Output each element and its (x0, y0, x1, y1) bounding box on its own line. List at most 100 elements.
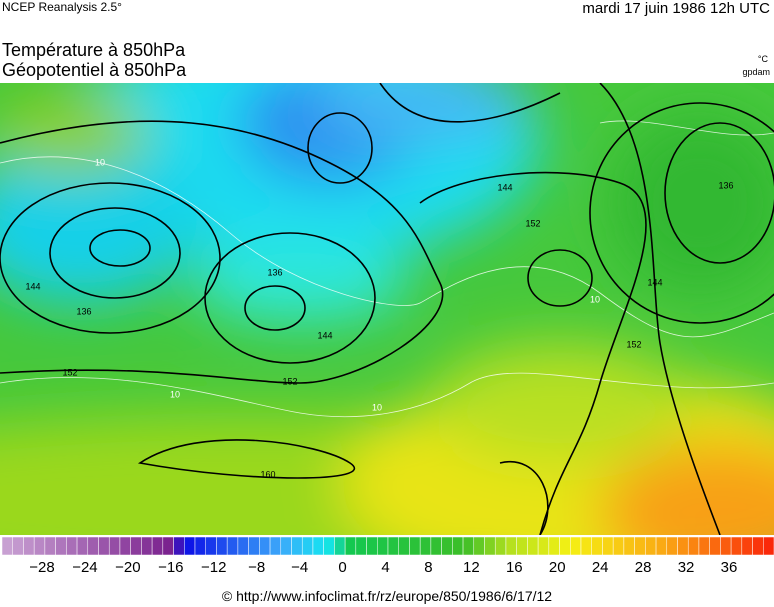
colorbar-swatch (1, 536, 13, 556)
colorbar-swatch (344, 536, 357, 556)
colorbar-swatch (237, 536, 249, 556)
colorbar-swatch (76, 536, 89, 556)
contour-label: 152 (626, 339, 641, 349)
colorbar-swatch (248, 536, 260, 556)
colorbar-swatch (687, 536, 700, 556)
colorbar-tick-label: −4 (291, 559, 308, 576)
title: Géopotentiel à 850hPa (2, 60, 187, 80)
colorbar-swatch (452, 536, 464, 556)
colorbar-swatch (430, 536, 442, 556)
colorbar-swatch (33, 536, 46, 556)
unit: gpdam (742, 67, 770, 77)
contour-label: 152 (62, 367, 77, 377)
temperature-field (0, 83, 774, 535)
isotherms (0, 120, 774, 418)
colorbar-swatch (205, 536, 217, 556)
colorbar-swatch (634, 536, 646, 556)
colorbar-swatch (741, 536, 753, 556)
colorbar-swatch (645, 536, 657, 556)
source: NCEP Reanalysis 2.5° (2, 0, 122, 14)
colorbar-swatch (516, 536, 528, 556)
colorbar-tick-label: 28 (635, 559, 652, 576)
footer: © http://www.infoclimat.fr/rz/europe/850… (221, 588, 553, 604)
colorbar-swatch (409, 536, 421, 556)
colorbar-swatch (98, 536, 110, 556)
colorbar-swatch (580, 536, 592, 556)
colorbar-swatch (323, 536, 335, 556)
colorbar-swatch (226, 536, 239, 556)
colorbar-swatch (301, 536, 314, 556)
contour-label: 144 (497, 182, 512, 192)
contour-label: 144 (317, 330, 332, 340)
contour-label: 136 (718, 180, 733, 190)
colorbar-swatch (473, 536, 485, 556)
contour-label: 152 (525, 218, 540, 228)
colorbar-swatch (184, 536, 196, 556)
colorbar-swatch (194, 536, 206, 556)
colorbar-tick-label: −8 (248, 559, 265, 576)
colorbar-swatch (23, 536, 35, 556)
colorbar-swatch (763, 536, 774, 556)
contour-label: 10 (372, 402, 382, 412)
colorbar-swatch (291, 536, 303, 556)
colorbar-swatch (537, 536, 550, 556)
geopotential-contours (0, 83, 774, 535)
colorbar-swatch (216, 536, 228, 556)
colorbar-swatch (720, 536, 732, 556)
colorbar-swatch (709, 536, 721, 556)
colorbar-swatch (259, 536, 271, 556)
colorbar-swatch (108, 536, 121, 556)
contour-label: 136 (76, 306, 91, 316)
colorbar-swatch (698, 536, 710, 556)
contour-label: 10 (95, 157, 105, 167)
colorbar-swatch (591, 536, 603, 556)
colorbar-swatch (559, 536, 571, 556)
colorbar-tick-label: 24 (592, 559, 609, 576)
colorbar-swatch (623, 536, 635, 556)
contour-label: 152 (282, 376, 297, 386)
colorbar-swatch (334, 536, 346, 556)
colorbar-swatch (130, 536, 142, 556)
colorbar-swatch (527, 536, 539, 556)
colorbar-swatch (141, 536, 153, 556)
colorbar-swatch (752, 536, 764, 556)
colorbar-swatch (269, 536, 282, 556)
colorbar-swatch (494, 536, 507, 556)
unit: °C (757, 54, 768, 64)
colorbar-tick-label: 16 (506, 559, 523, 576)
colorbar-swatch (602, 536, 614, 556)
colorbar-swatch (570, 536, 582, 556)
colorbar-tick-label: 0 (338, 559, 346, 576)
colorbar-tick-label: −12 (201, 559, 226, 576)
colorbar-tick-label: 36 (721, 559, 738, 576)
colorbar-tick-label: −24 (72, 559, 97, 576)
colorbar-swatch (730, 536, 743, 556)
colorbar-tick-label: 4 (381, 559, 389, 576)
colorbar-swatch (655, 536, 668, 556)
contour-label: 144 (647, 277, 662, 287)
colorbar-swatch (377, 536, 389, 556)
colorbar-swatch (355, 536, 367, 556)
colorbar-swatch (280, 536, 292, 556)
colorbar-tick-label: 12 (463, 559, 480, 576)
title: Température à 850hPa (2, 40, 186, 60)
colorbar-swatch (151, 536, 164, 556)
date: mardi 17 juin 1986 12h UTC (582, 0, 770, 17)
colorbar-swatch (484, 536, 496, 556)
colorbar-swatch (419, 536, 432, 556)
colorbar-swatch (12, 536, 24, 556)
contour-label: 10 (590, 294, 600, 304)
colorbar-swatch (87, 536, 99, 556)
colorbar-swatch (173, 536, 185, 556)
colorbar-tick-label: −28 (29, 559, 54, 576)
colorbar-swatch (677, 536, 689, 556)
colorbar-tick-label: −20 (115, 559, 140, 576)
colorbar-swatch (55, 536, 67, 556)
colorbar-swatch (505, 536, 517, 556)
colorbar-swatch (666, 536, 678, 556)
colorbar-swatch (162, 536, 174, 556)
map: 144 136 152 152 144 136 144 152 136 144 152 160 10 10… (0, 83, 774, 535)
colorbar-tick-label: −16 (158, 559, 183, 576)
colorbar-tick-label: 8 (424, 559, 432, 576)
